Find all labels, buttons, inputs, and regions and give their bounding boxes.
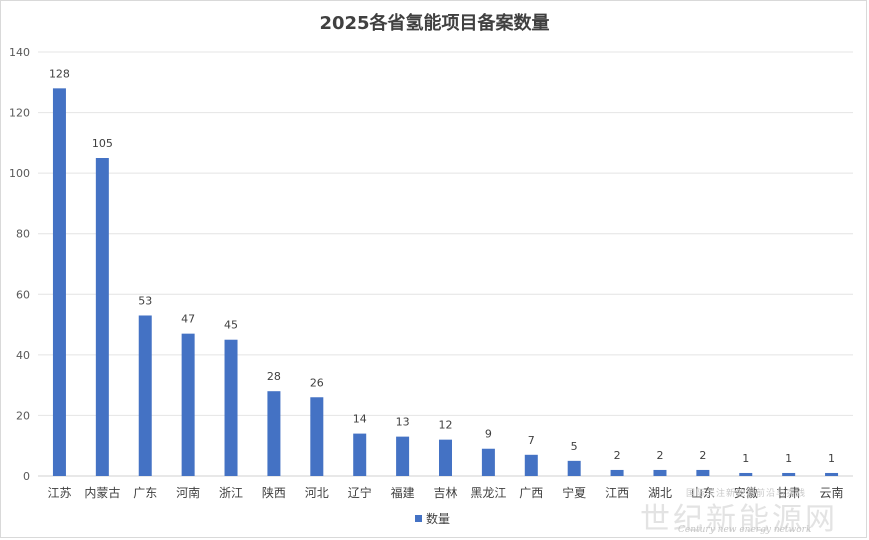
bar: [52, 88, 66, 476]
data-label: 105: [92, 137, 113, 150]
data-label: 1: [785, 452, 792, 465]
category-label: 内蒙古: [84, 485, 120, 500]
data-label: 14: [353, 413, 367, 426]
data-label: 2: [614, 449, 621, 462]
category-label: 江西: [605, 486, 629, 500]
category-label: 辽宁: [348, 485, 372, 500]
y-tick-label: 140: [9, 46, 30, 59]
y-axis-ticks: 0 20 40 60 80 100 120 140: [9, 46, 30, 483]
bars: [52, 88, 839, 476]
data-label: 28: [267, 370, 281, 383]
category-label: 陕西: [262, 485, 286, 500]
legend: 数量: [415, 511, 450, 526]
bar: [439, 439, 452, 476]
category-label: 湖北: [648, 485, 672, 500]
bar: [224, 339, 238, 476]
data-label: 5: [571, 440, 578, 453]
category-label: 广西: [519, 486, 543, 500]
data-label: 45: [224, 319, 238, 332]
bar: [524, 454, 538, 476]
category-label: 黑龙江: [470, 486, 506, 500]
category-label: 云南: [820, 485, 844, 500]
legend-label: 数量: [426, 511, 450, 526]
category-label: 河北: [305, 486, 329, 500]
category-label: 宁夏: [562, 485, 586, 500]
x-axis-categories: 江苏 内蒙古 广东 河南 浙江 陕西 河北 辽宁 福建 吉林 黑龙江 广西 宁夏 江西 湖北 山东 安徽 甘肃 云南: [47, 485, 843, 500]
y-tick-label: 100: [9, 167, 30, 180]
y-tick-label: 20: [16, 409, 30, 422]
y-tick-label: 80: [16, 228, 30, 241]
y-tick-label: 120: [9, 107, 30, 120]
data-label: 13: [396, 416, 410, 429]
bar: [310, 397, 324, 476]
data-label: 1: [828, 452, 835, 465]
bar: [696, 469, 710, 476]
data-label: 1: [742, 452, 749, 465]
bar: [138, 315, 152, 476]
bar: [95, 158, 109, 476]
category-label: 山东: [691, 486, 715, 500]
data-label: 53: [138, 294, 152, 307]
chart-title: 2025各省氢能项目备案数量: [319, 13, 550, 34]
data-label: 47: [181, 313, 195, 326]
bar: [782, 472, 796, 476]
data-label: 12: [439, 419, 453, 432]
bar: [825, 472, 839, 476]
data-label: 9: [485, 428, 492, 441]
y-tick-label: 40: [16, 349, 30, 362]
category-label: 广东: [133, 486, 157, 500]
category-label: 浙江: [219, 486, 243, 500]
bar: [396, 436, 410, 476]
bar: [353, 433, 367, 476]
category-label: 吉林: [433, 486, 457, 500]
data-label: 2: [656, 449, 663, 462]
y-tick-label: 0: [23, 470, 30, 483]
bar: [739, 472, 753, 476]
data-label: 128: [49, 67, 70, 80]
data-labels: 128 105 53 47 45 28 26 14 13 12 9 7 5 2 2 2 1 1 1: [49, 67, 835, 465]
bar: [481, 448, 495, 476]
bar: [653, 469, 667, 476]
bar: [181, 333, 195, 476]
category-label: 江苏: [47, 486, 71, 500]
category-label: 甘肃: [777, 486, 801, 500]
legend-swatch: [415, 515, 422, 522]
category-label: 福建: [391, 485, 415, 500]
data-label: 26: [310, 376, 324, 389]
bar: [567, 460, 581, 476]
y-tick-label: 60: [16, 288, 30, 301]
category-label: 河南: [176, 485, 200, 500]
bar: [267, 391, 281, 476]
data-label: 2: [699, 449, 706, 462]
gridlines: [38, 51, 853, 477]
data-label: 7: [528, 434, 535, 447]
bar: [610, 469, 624, 476]
category-label: 安徽: [734, 485, 758, 500]
